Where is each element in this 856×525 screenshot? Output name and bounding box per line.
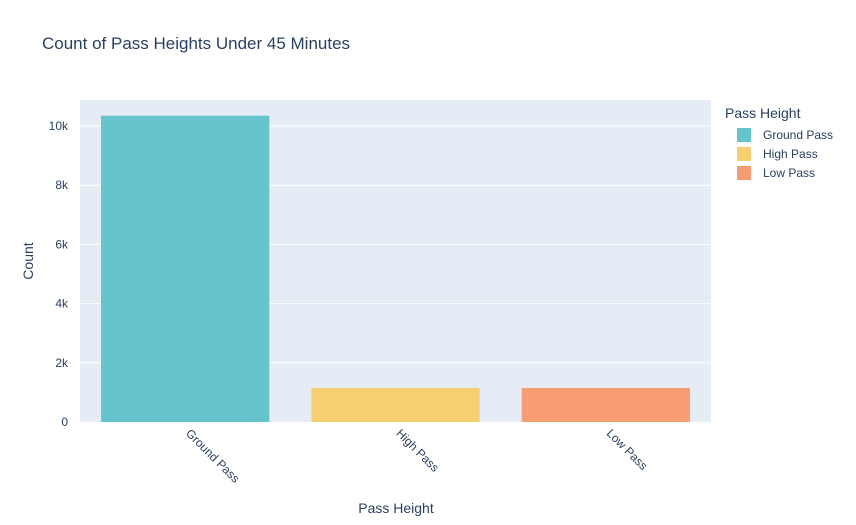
y-tick-label: 8k [55, 178, 69, 192]
legend-item-ground-pass[interactable]: Ground Pass [725, 125, 833, 144]
y-tick-label: 2k [55, 356, 69, 370]
legend-swatch [737, 127, 751, 142]
x-tick-label: High Pass [393, 426, 442, 475]
legend: Pass Height Ground Pass High Pass Low Pa… [725, 105, 833, 182]
bar-ground-pass[interactable] [101, 115, 270, 422]
chart-title: Count of Pass Heights Under 45 Minutes [42, 34, 351, 53]
x-tick-label: Low Pass [604, 426, 651, 473]
legend-item-label: High Pass [763, 146, 818, 161]
legend-item-label: Low Pass [763, 165, 816, 180]
y-tick-label: 6k [55, 237, 69, 251]
y-axis-label: Count [20, 242, 36, 279]
y-tick-label: 0 [61, 415, 68, 429]
legend-swatch [737, 165, 751, 180]
y-tick-label: 10k [49, 119, 69, 133]
y-axis-ticks: 0 2k 4k 6k 8k 10k [49, 119, 69, 429]
bar-low-pass[interactable] [521, 387, 690, 422]
y-tick-label: 4k [55, 297, 69, 311]
bar-high-pass[interactable] [311, 387, 480, 422]
legend-title: Pass Height [725, 105, 801, 121]
x-axis-label: Pass Height [358, 500, 434, 516]
bars [101, 115, 690, 422]
legend-item-high-pass[interactable]: High Pass [725, 144, 833, 163]
legend-swatch [737, 146, 751, 161]
legend-item-label: Ground Pass [763, 127, 834, 142]
legend-item-low-pass[interactable]: Low Pass [725, 163, 833, 182]
x-axis-ticks: Ground Pass High Pass Low Pass [183, 426, 650, 485]
x-tick-label: Ground Pass [183, 426, 242, 485]
